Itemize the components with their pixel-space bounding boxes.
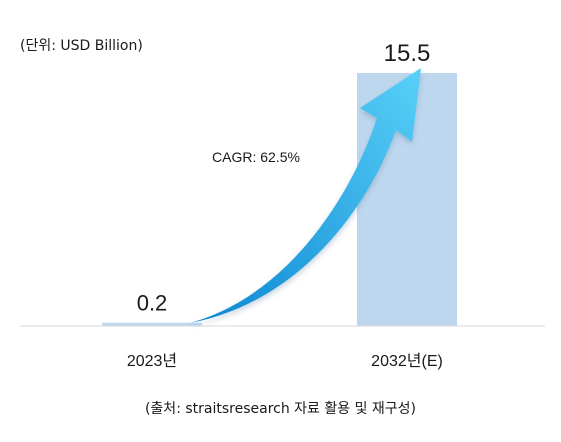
source-note: (출처: straitsresearch 자료 활용 및 재구성) bbox=[144, 401, 417, 417]
cagr-annotation: CAGR: 62.5% bbox=[212, 149, 300, 165]
labels-layer: 0.2 2023년 15.5 2032년(E) bbox=[127, 40, 443, 370]
x-tick-label-0: 2023년 bbox=[127, 352, 177, 370]
data-label-1: 15.5 bbox=[384, 40, 431, 67]
x-tick-label-1: 2032년(E) bbox=[371, 352, 443, 370]
bar-0 bbox=[102, 322, 202, 326]
unit-label: (단위: USD Billion) bbox=[20, 38, 143, 54]
cagr-arrow bbox=[190, 68, 421, 323]
data-label-0: 0.2 bbox=[137, 291, 168, 316]
